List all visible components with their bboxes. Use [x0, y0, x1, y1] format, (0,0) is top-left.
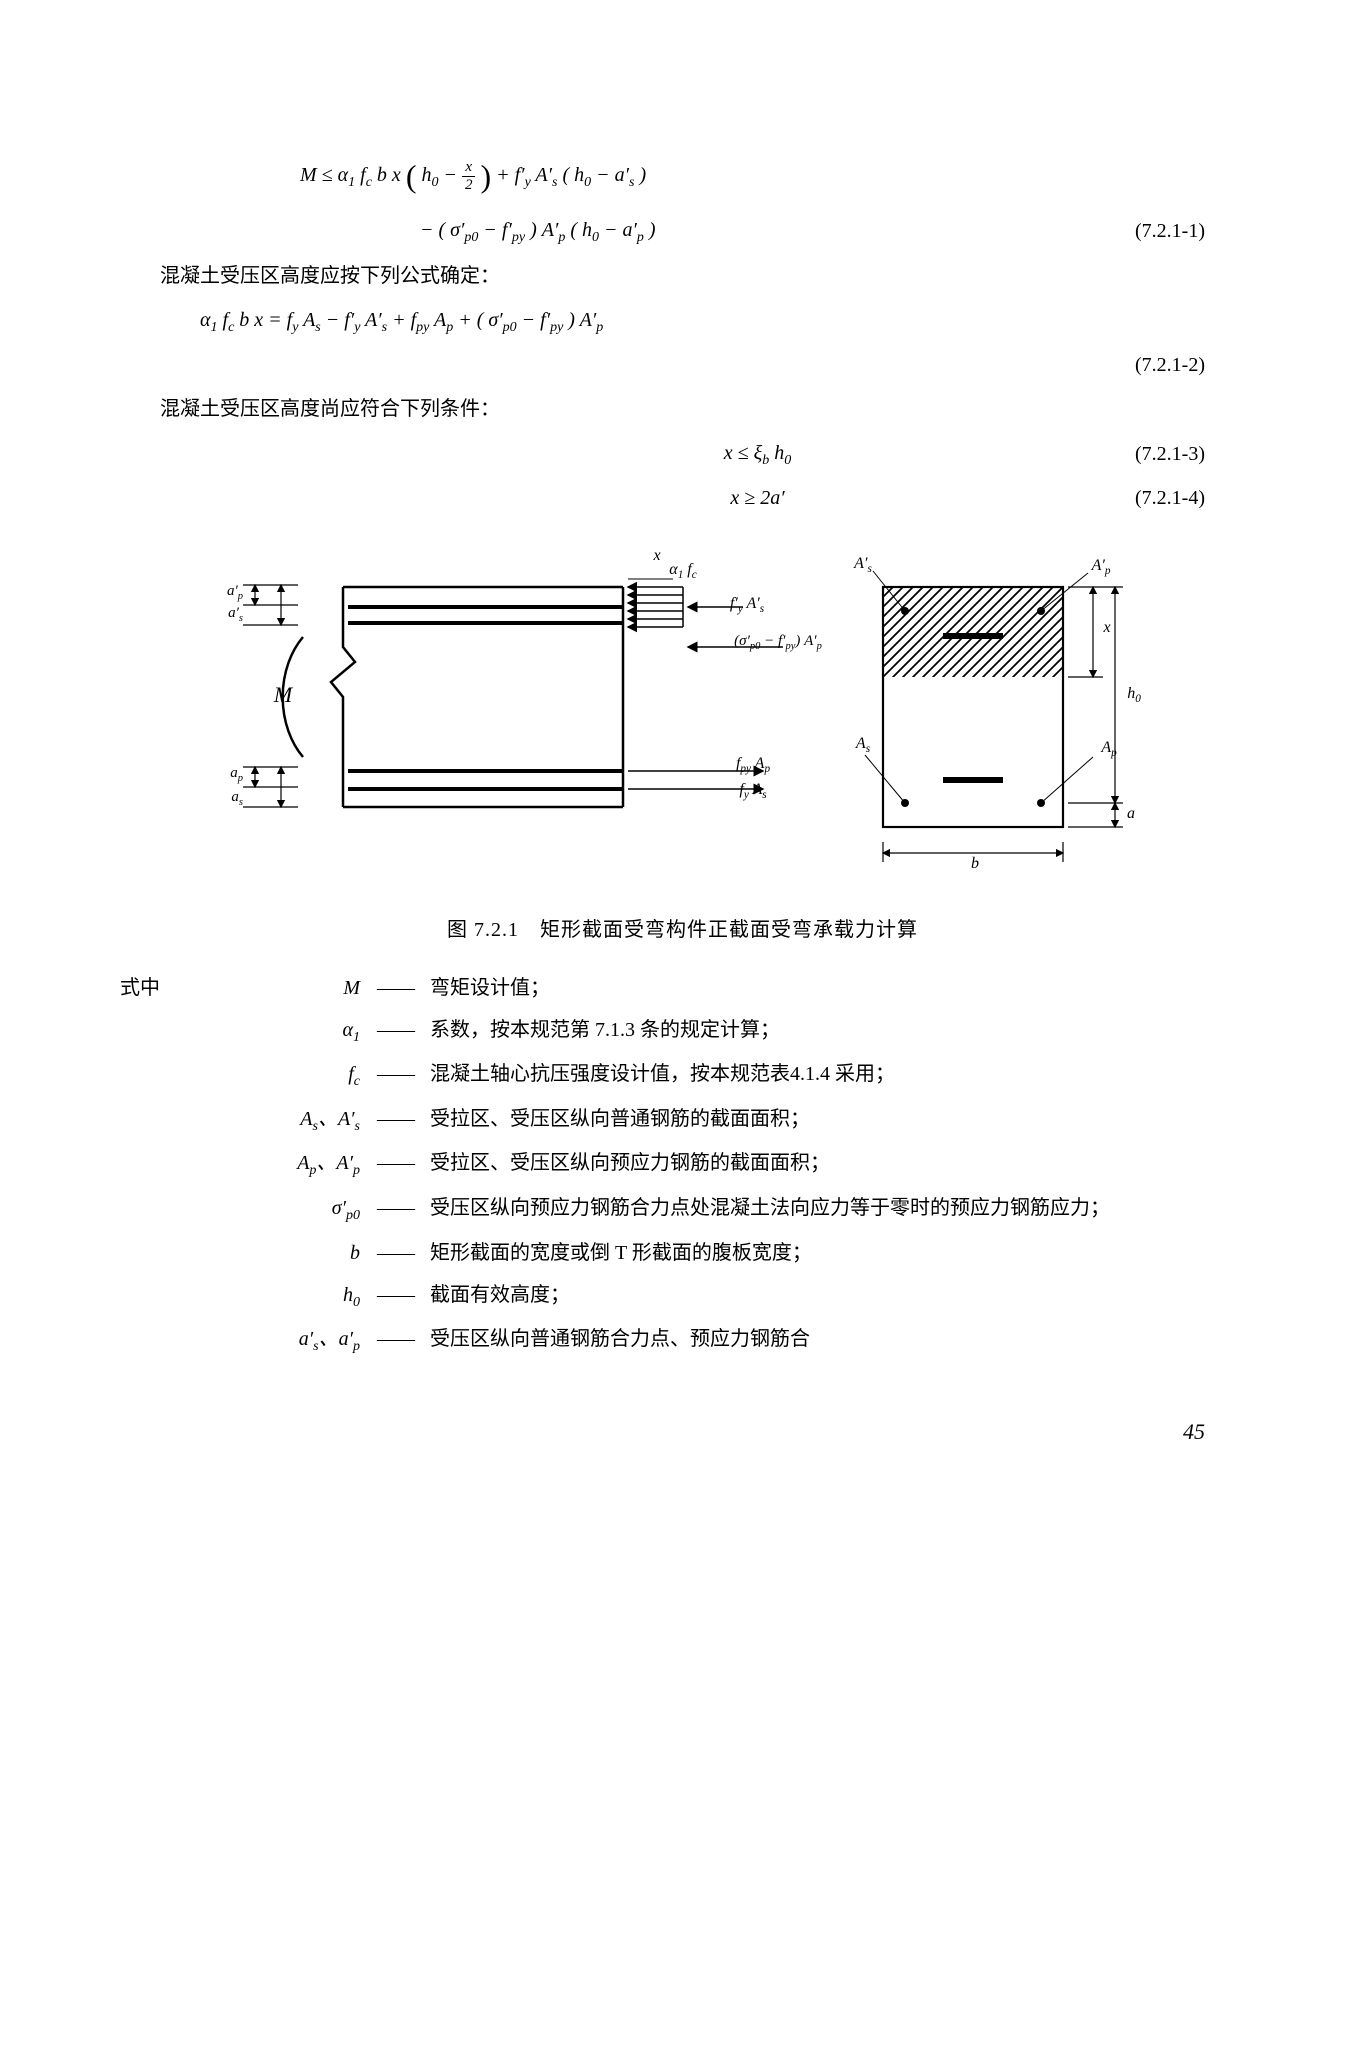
- eq3-body: x ≤ ξb h0: [120, 434, 1135, 475]
- definition-row: 式中M——弯矩设计值；: [120, 969, 1245, 1007]
- eq2-body: α1 fc b x = fy As − f′y A′s + fpy Ap + (…: [120, 301, 603, 342]
- def-description: 矩形截面的宽度或倒 T 形截面的腹板宽度；: [430, 1234, 1245, 1272]
- def-description: 截面有效高度；: [430, 1276, 1245, 1314]
- equation-3: x ≤ ξb h0 (7.2.1-3): [120, 434, 1245, 475]
- equation-1: M ≤ α1 fc b x ( h0 − x2 ) + f′y A′s ( h0…: [120, 146, 1245, 251]
- def-dash: ——: [360, 969, 430, 1007]
- def-symbol: As、A′s: [190, 1100, 360, 1141]
- definition-row: As、A′s——受拉区、受压区纵向普通钢筋的截面面积；: [120, 1100, 1245, 1141]
- def-description: 受压区纵向预应力钢筋合力点处混凝土法向应力等于零时的预应力钢筋应力；: [430, 1189, 1245, 1227]
- def-symbol: σ′p0: [190, 1189, 360, 1230]
- eq4-body: x ≥ 2a′: [120, 479, 1135, 517]
- def-description: 受拉区、受压区纵向普通钢筋的截面面积；: [430, 1100, 1245, 1138]
- para-conditions: 混凝土受压区高度尚应符合下列条件：: [120, 390, 1245, 428]
- eq3-num: (7.2.1-3): [1135, 435, 1245, 473]
- def-description: 受拉区、受压区纵向预应力钢筋的截面面积；: [430, 1144, 1245, 1182]
- definition-row: Ap、A′p——受拉区、受压区纵向预应力钢筋的截面面积；: [120, 1144, 1245, 1185]
- figure-7-2-1: a′p a′s ap as M: [120, 537, 1245, 949]
- def-dash: ——: [360, 1144, 430, 1182]
- def-symbol: a′s、a′p: [190, 1320, 360, 1361]
- def-dash: ——: [360, 1055, 430, 1093]
- page-number: 45: [120, 1411, 1245, 1453]
- equation-2: α1 fc b x = fy As − f′y A′s + fpy Ap + (…: [120, 301, 1245, 384]
- def-symbol: b: [190, 1234, 360, 1272]
- def-dash: ——: [360, 1100, 430, 1138]
- definition-row: h0——截面有效高度；: [120, 1276, 1245, 1317]
- figure-caption: 图 7.2.1 矩形截面受弯构件正截面受弯承载力计算: [120, 911, 1245, 949]
- definition-row: α1——系数，按本规范第 7.1.3 条的规定计算；: [120, 1011, 1245, 1052]
- def-description: 系数，按本规范第 7.1.3 条的规定计算；: [430, 1011, 1245, 1049]
- para-compression-height: 混凝土受压区高度应按下列公式确定：: [120, 257, 1245, 295]
- def-symbol: Ap、A′p: [190, 1144, 360, 1185]
- def-symbol: M: [190, 969, 360, 1007]
- eq1-line2: − ( σ′p0 − f′py ) A′p ( h0 − a′p ): [120, 211, 656, 252]
- definition-row: σ′p0——受压区纵向预应力钢筋合力点处混凝土法向应力等于零时的预应力钢筋应力；: [120, 1189, 1245, 1230]
- beam-section-diagram: a′p a′s ap as M: [203, 537, 1163, 877]
- definition-row: b——矩形截面的宽度或倒 T 形截面的腹板宽度；: [120, 1234, 1245, 1272]
- definition-row: a′s、a′p——受压区纵向普通钢筋合力点、预应力钢筋合: [120, 1320, 1245, 1361]
- equation-4: x ≥ 2a′ (7.2.1-4): [120, 479, 1245, 517]
- eq2-num: (7.2.1-2): [1135, 346, 1245, 384]
- def-description: 受压区纵向普通钢筋合力点、预应力钢筋合: [430, 1320, 1245, 1358]
- eq1-line1: M ≤ α1 fc b x ( h0 − x2 ) + f′y A′s ( h0…: [120, 146, 646, 207]
- def-dash: ——: [360, 1320, 430, 1358]
- def-dash: ——: [360, 1234, 430, 1272]
- def-symbol: α1: [190, 1011, 360, 1052]
- definition-row: fc——混凝土轴心抗压强度设计值，按本规范表4.1.4 采用；: [120, 1055, 1245, 1096]
- eq1-num: (7.2.1-1): [1135, 212, 1245, 250]
- def-description: 混凝土轴心抗压强度设计值，按本规范表4.1.4 采用；: [430, 1055, 1245, 1093]
- def-dash: ——: [360, 1276, 430, 1314]
- def-lead: 式中: [120, 969, 190, 1007]
- def-dash: ——: [360, 1011, 430, 1049]
- def-dash: ——: [360, 1189, 430, 1227]
- eq4-num: (7.2.1-4): [1135, 479, 1245, 517]
- def-symbol: h0: [190, 1276, 360, 1317]
- symbol-definitions: 式中M——弯矩设计值；α1——系数，按本规范第 7.1.3 条的规定计算；fc—…: [120, 969, 1245, 1361]
- def-description: 弯矩设计值；: [430, 969, 1245, 1007]
- def-symbol: fc: [190, 1055, 360, 1096]
